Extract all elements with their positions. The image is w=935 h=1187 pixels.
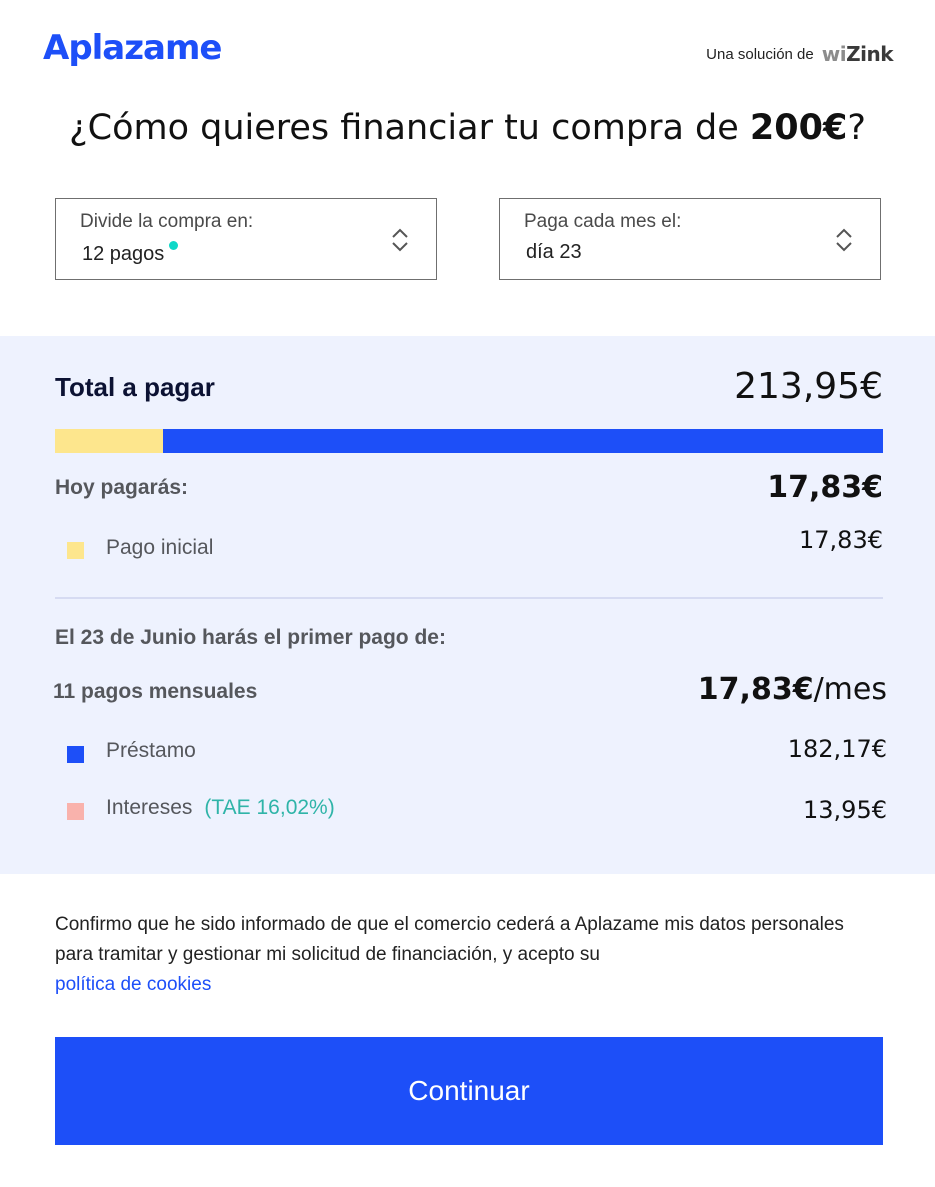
interest-tae: (TAE 16,02%)	[204, 796, 335, 819]
chevron-up-down-icon	[392, 228, 408, 252]
aplazame-logo: Aplazame	[43, 28, 222, 68]
interest-row: Intereses (TAE 16,02%) 13,95€	[55, 796, 887, 824]
status-dot-icon	[169, 241, 179, 250]
pay-day-select-value: día 23	[526, 241, 582, 263]
bar-initial-segment	[55, 429, 163, 453]
interest-label: Intereses	[106, 796, 193, 819]
monthly-row: 11 pagos mensuales 17,83€/mes	[53, 672, 887, 707]
legal-consent-text: Confirmo que he sido informado de que el…	[55, 914, 844, 995]
first-payment-row: El 23 de Junio harás el primer pago de:	[55, 626, 883, 650]
cookie-policy-link[interactable]: política de cookies	[55, 974, 212, 995]
bar-rest-segment	[162, 429, 883, 453]
pay-day-select-label: Paga cada mes el:	[524, 211, 682, 232]
installments-select-label: Divide la compra en:	[80, 211, 254, 232]
first-payment-label: El 23 de Junio harás el primer pago de:	[55, 626, 446, 649]
initial-payment-row: Pago inicial 17,83€	[55, 526, 883, 560]
installments-select-value: 12 pagos	[82, 241, 179, 266]
loan-swatch	[67, 746, 84, 763]
installments-select[interactable]: Divide la compra en: 12 pagos	[55, 198, 437, 280]
continue-button[interactable]: Continuar	[55, 1037, 883, 1145]
today-value: 17,83€	[767, 470, 883, 505]
monthly-label: 11 pagos mensuales	[53, 680, 258, 703]
loan-label: Préstamo	[106, 739, 196, 762]
payment-breakdown-bar	[55, 429, 883, 453]
interest-swatch	[67, 803, 84, 820]
total-label: Total a pagar	[55, 372, 215, 402]
chevron-up-down-icon	[836, 228, 852, 252]
initial-payment-label: Pago inicial	[106, 536, 214, 559]
payment-summary-panel: Total a pagar 213,95€ Hoy pagarás: 17,83…	[0, 336, 935, 874]
loan-value: 182,17€	[787, 735, 887, 763]
page-title: ¿Cómo quieres financiar tu compra de 200…	[69, 108, 866, 148]
today-row: Hoy pagarás: 17,83€	[55, 470, 883, 505]
today-label: Hoy pagarás:	[55, 476, 189, 499]
brand-note-text: Una solución de	[706, 45, 814, 63]
interest-value: 13,95€	[803, 796, 887, 824]
monthly-value: 17,83€/mes	[697, 672, 887, 707]
total-value: 213,95€	[734, 366, 883, 407]
purchase-amount: 200€	[749, 108, 848, 148]
loan-row: Préstamo 182,17€	[55, 735, 887, 763]
wizink-logo: wiZink	[821, 42, 894, 66]
pay-day-select[interactable]: Paga cada mes el: día 23	[499, 198, 881, 280]
divider	[55, 597, 883, 599]
initial-payment-swatch	[67, 542, 84, 559]
initial-payment-value: 17,83€	[799, 526, 883, 554]
brand-note: Una solución de wiZink	[706, 42, 893, 66]
